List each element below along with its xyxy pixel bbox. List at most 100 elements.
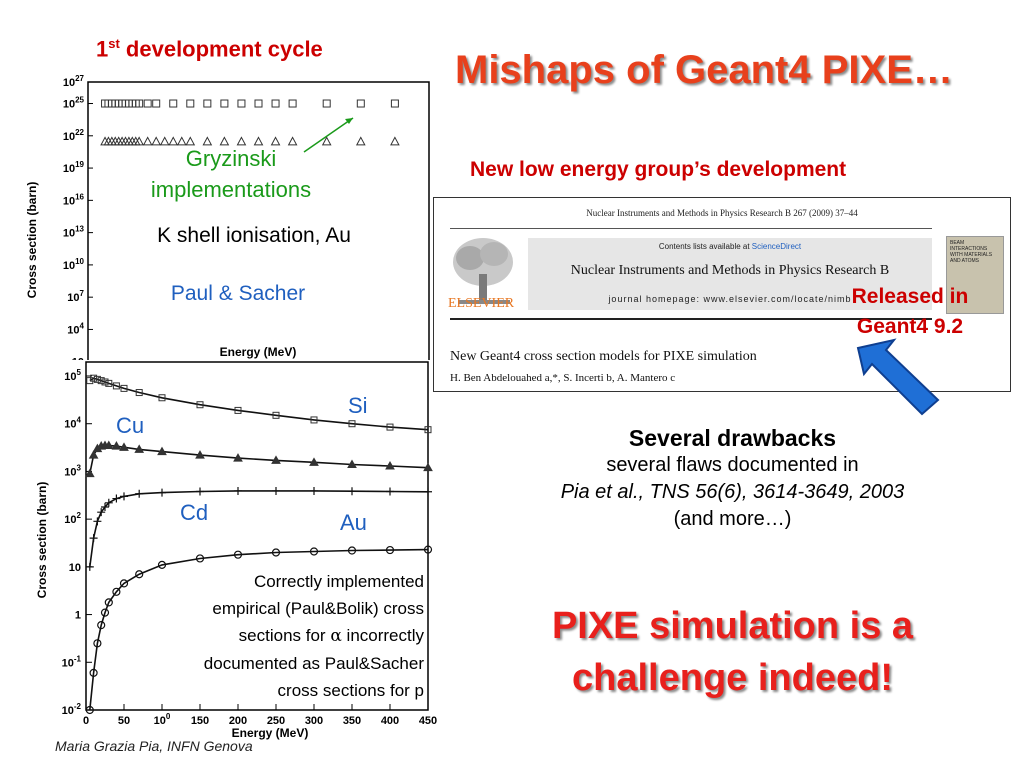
cycle-heading: 1st development cycle [96, 36, 323, 62]
cycle-sup: st [108, 36, 120, 51]
chart1-triangle-point [151, 136, 162, 146]
chart2-circle-point [104, 598, 113, 607]
chart2-ytick-label: 1 [75, 610, 81, 622]
drawbacks-block: Several drawbacks several flaws document… [470, 425, 995, 533]
chart2-circle-point [423, 545, 433, 554]
implementation-note: Correctly implemented empirical (Paul&Bo… [112, 568, 424, 704]
chart2-plus-point [97, 508, 106, 517]
alpha-symbol: α [330, 626, 342, 646]
chart2-circle-point [309, 547, 319, 556]
chart2-ytick-label: 105 [64, 368, 81, 383]
elsevier-logo: ELSEVIER [448, 296, 515, 311]
chart2-triangle-point [233, 453, 243, 462]
chart1-square-point [143, 99, 152, 108]
note-line-5: cross sections for p [277, 681, 424, 700]
chart1-square-point [220, 99, 229, 108]
chart2-square-point [196, 401, 204, 409]
chart2-circle-point [233, 550, 243, 559]
chart2-ytick-label: 10-1 [62, 654, 82, 669]
chart2-circle-point [85, 705, 94, 715]
chart1-triangle-point [287, 136, 298, 146]
chart2-triangle-point [88, 450, 99, 459]
chart1-square-point [322, 99, 331, 108]
chart2-triangle-point [157, 446, 167, 456]
chart2-square-point [101, 378, 109, 386]
chart-k-shell: 10-2101041071010101310161019102210251027… [25, 74, 430, 360]
chart1-triangle-point [176, 136, 187, 146]
chart2-triangle-point [103, 440, 114, 449]
chart2-xtick-label: 150 [191, 715, 209, 727]
chart2-circle-point [93, 639, 102, 648]
chart2-square-point [90, 374, 98, 382]
chart2-square-point [234, 406, 242, 414]
released-line-2: Geant4 9.2 [856, 315, 964, 338]
chart2-triangle-point [309, 457, 319, 466]
chart2-square-point [386, 423, 394, 431]
chart2-plus-point [272, 486, 280, 495]
chart2-ytick-label: 103 [64, 463, 81, 478]
chart2-square-point [120, 384, 128, 392]
chart2-square-point [93, 375, 101, 383]
released-note: Released in Geant4 9.2 [815, 282, 1005, 342]
chart1-square-point [203, 99, 212, 108]
chart2-xtick-label: 0 [83, 715, 89, 727]
chart1-ytick-label: 1027 [63, 74, 85, 89]
chart2-square-point [310, 416, 318, 424]
chart2-plus-point [104, 498, 113, 507]
gryzinski-label: Gryzinski [186, 146, 276, 171]
released-line-1: Released in [851, 285, 969, 308]
chart2-triangle-point [385, 460, 395, 470]
chart1-square-point [288, 99, 297, 108]
note-line-3: sections for α incorrectly [112, 622, 424, 650]
chart1-triangle-point [219, 136, 230, 146]
chart1-ytick-label: 107 [67, 289, 84, 304]
chart1-frame [87, 81, 430, 360]
chart2-circle-point [89, 668, 98, 677]
chart2-plus-point [93, 517, 102, 526]
chart2-ytick-label: 10-2 [62, 702, 82, 717]
note-line-3-prefix: sections for [238, 626, 331, 645]
drawbacks-line-1: several flaws documented in [606, 454, 859, 476]
chart2-circle-point [100, 608, 110, 617]
chart2-xtick-label: 400 [381, 715, 399, 727]
paper-rule-bottom [450, 318, 932, 320]
journal-homepage[interactable]: journal homepage: www.elsevier.com/locat… [608, 294, 852, 304]
chart1-triangle-point [168, 136, 179, 146]
chart1-ytick-label: 10 [72, 357, 84, 360]
chart2-triangle-point [134, 444, 145, 453]
chart2-ytick-label: 104 [64, 416, 81, 431]
contents-line: Contents lists available at ScienceDirec… [528, 242, 932, 251]
chart2-triangle-point [195, 450, 205, 459]
chart2-marks [84, 374, 433, 715]
chart2-circle-point [135, 570, 144, 579]
drawbacks-heading: Several drawbacks [628, 425, 837, 451]
chart2-triangle-point [347, 459, 357, 468]
chart1-triangle-point [134, 136, 144, 146]
chart1-square-point [169, 99, 178, 108]
article-authors: H. Ben Abdelouahed a,*, S. Incerti b, A.… [450, 372, 676, 384]
chart2-xtick-label: 300 [305, 715, 323, 727]
contents-prefix: Contents lists available at [658, 242, 752, 251]
chart1-ytick-label: 1013 [63, 225, 85, 240]
chart1-square-point [271, 99, 280, 108]
chart1-ytick-label: 1025 [63, 96, 85, 111]
note-line-2: empirical (Paul&Bolik) cross [212, 599, 424, 618]
chart2-circle-point [97, 621, 106, 630]
chart2-plus-point [310, 486, 318, 495]
chart1-square-point [237, 99, 246, 108]
chart2-series-line-cd [89, 490, 429, 568]
chart2-xtick-label: 450 [419, 715, 437, 727]
series-label-si: Si [348, 393, 368, 418]
chart1-triangle-point [142, 136, 153, 146]
sciencedirect-link[interactable]: ScienceDirect [751, 242, 802, 251]
chart2-plus-point [120, 492, 128, 501]
drawbacks-line-3: (and more…) [673, 508, 792, 530]
challenge-line-2: challenge indeed! [572, 657, 893, 699]
chart2-plus-point [101, 502, 109, 511]
article-title: New Geant4 cross section models for PIXE… [450, 349, 757, 364]
chart1-ytick-label: 1019 [63, 160, 85, 175]
chart1-square-point [356, 99, 365, 108]
blue-arrow-icon [856, 338, 940, 416]
chart2-square-point [112, 382, 120, 390]
